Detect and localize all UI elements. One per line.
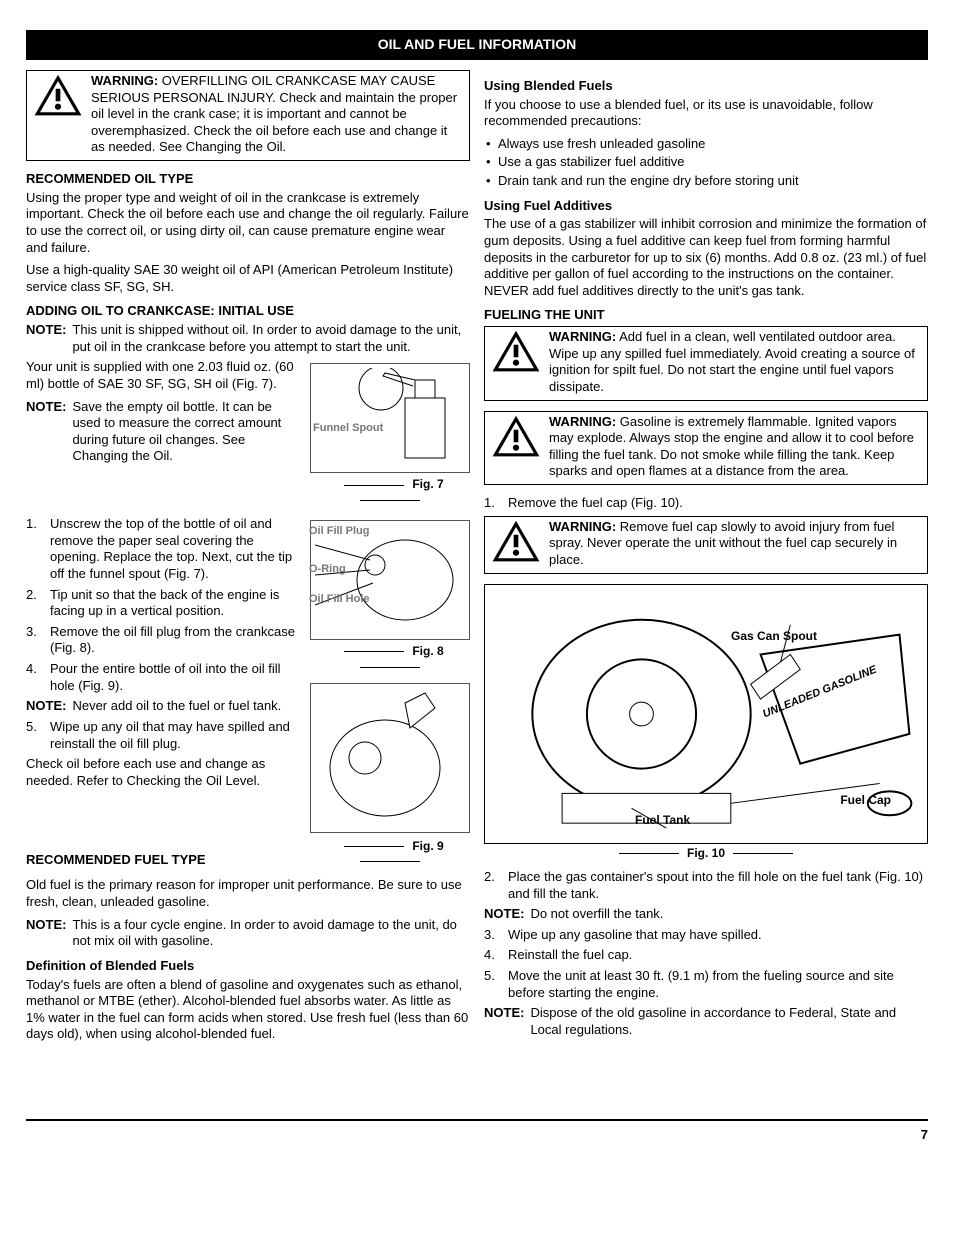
- label-funnel-spout: Funnel Spout: [313, 422, 383, 434]
- step: 2.Place the gas container's spout into t…: [484, 869, 928, 902]
- warning-icon: [33, 73, 83, 122]
- label-fuel-cap: Fuel Cap: [840, 793, 891, 808]
- heading-adding-oil: ADDING OIL TO CRANKCASE: INITIAL USE: [26, 303, 470, 320]
- label-oil-fill-plug: Oil Fill Plug: [309, 525, 370, 537]
- figure-8: Oil Fill Plug O-Ring Oil Fill Hole: [310, 520, 470, 640]
- fig-caption: Fig. 10: [484, 846, 928, 861]
- step: 4.Reinstall the fuel cap.: [484, 947, 928, 964]
- fig-caption: Fig. 7: [310, 477, 470, 508]
- figure-10: Gas Can Spout Fuel Cap Fuel Tank UNLEADE…: [484, 584, 928, 844]
- two-column-layout: WARNING: OVERFILLING OIL CRANKCASE MAY C…: [26, 70, 928, 1049]
- label-oil-fill-hole: Oil Fill Hole: [309, 593, 370, 605]
- page-number: 7: [26, 1127, 928, 1144]
- label-gas-can-spout: Gas Can Spout: [731, 629, 817, 644]
- footer-rule: [26, 1119, 928, 1121]
- right-column: Using Blended Fuels If you choose to use…: [484, 70, 928, 1049]
- note: NOTE:This unit is shipped without oil. I…: [26, 322, 470, 355]
- step: 3.Wipe up any gasoline that may have spi…: [484, 927, 928, 944]
- warning-text: WARNING: OVERFILLING OIL CRANKCASE MAY C…: [91, 73, 463, 156]
- heading-fuel-type: RECOMMENDED FUEL TYPE: [26, 852, 304, 869]
- warning-flammable: WARNING: Gasoline is extremely flammable…: [484, 411, 928, 486]
- warning-fuel-cap: WARNING: Remove fuel cap slowly to avoid…: [484, 516, 928, 574]
- heading-additives: Using Fuel Additives: [484, 198, 928, 215]
- note: NOTE:Never add oil to the fuel or fuel t…: [26, 698, 302, 715]
- paragraph: Today's fuels are often a blend of gasol…: [26, 977, 470, 1044]
- fig-caption: Fig. 8: [310, 644, 470, 675]
- warning-crankcase: WARNING: OVERFILLING OIL CRANKCASE MAY C…: [26, 70, 470, 161]
- warning-icon: [491, 329, 541, 378]
- paragraph: Use a high-quality SAE 30 weight oil of …: [26, 262, 470, 295]
- label-fuel-tank: Fuel Tank: [635, 813, 690, 828]
- note: NOTE:Dispose of the old gasoline in acco…: [484, 1005, 928, 1038]
- warning-ventilated: WARNING: Add fuel in a clean, well venti…: [484, 326, 928, 401]
- note: NOTE:Save the empty oil bottle. It can b…: [26, 399, 302, 466]
- warning-icon: [491, 414, 541, 463]
- oil-steps: 1.Unscrew the top of the bottle of oil a…: [26, 516, 302, 694]
- label-o-ring: O-Ring: [309, 563, 346, 575]
- step: 1.Remove the fuel cap (Fig. 10).: [484, 495, 928, 512]
- heading-blended-fuels: Definition of Blended Fuels: [26, 958, 470, 975]
- warning-icon: [491, 519, 541, 568]
- note: NOTE:This is a four cycle engine. In ord…: [26, 917, 470, 950]
- left-column: WARNING: OVERFILLING OIL CRANKCASE MAY C…: [26, 70, 470, 1049]
- paragraph: The use of a gas stabilizer will inhibit…: [484, 216, 928, 299]
- paragraph: Old fuel is the primary reason for impro…: [26, 877, 470, 910]
- heading-oil-type: RECOMMENDED OIL TYPE: [26, 171, 470, 188]
- bullet-list: Always use fresh unleaded gasoline Use a…: [484, 136, 928, 190]
- heading-using-blended: Using Blended Fuels: [484, 78, 928, 95]
- step: 5.Move the unit at least 30 ft. (9.1 m) …: [484, 968, 928, 1001]
- paragraph: Check oil before each use and change as …: [26, 756, 302, 789]
- figure-9: [310, 683, 470, 833]
- fig-caption: Fig. 9: [310, 839, 470, 870]
- heading-fueling: FUELING THE UNIT: [484, 307, 928, 324]
- paragraph: Using the proper type and weight of oil …: [26, 190, 470, 257]
- paragraph: Your unit is supplied with one 2.03 flui…: [26, 359, 302, 392]
- note: NOTE:Do not overfill the tank.: [484, 906, 928, 923]
- paragraph: If you choose to use a blended fuel, or …: [484, 97, 928, 130]
- figure-7: Funnel Spout: [310, 363, 470, 473]
- section-title: OIL AND FUEL INFORMATION: [26, 30, 928, 60]
